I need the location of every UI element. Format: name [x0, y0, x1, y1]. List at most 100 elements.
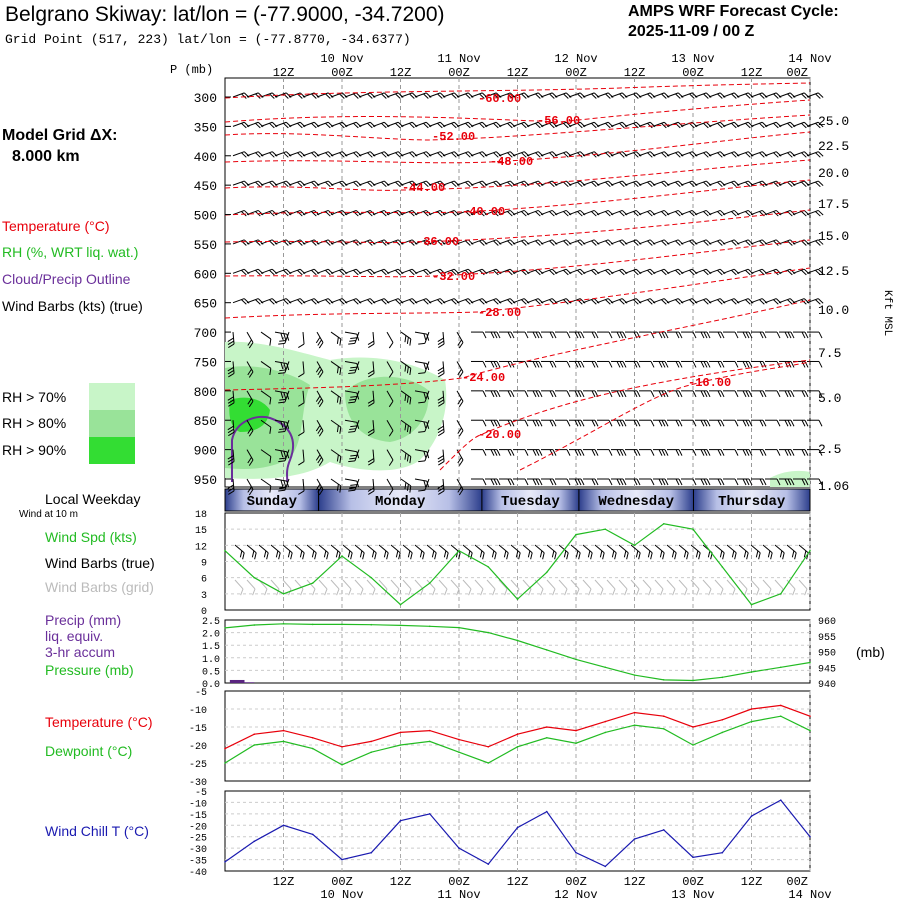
- cross-section-wind-barb: [274, 419, 290, 429]
- wind-barb-feather: [367, 240, 373, 246]
- wind-barb-feather: [264, 588, 268, 596]
- wind-barb-feather: [703, 331, 708, 339]
- surface-wind-barb-true: [294, 544, 305, 560]
- wind-barb-feather: [675, 269, 681, 276]
- dewpoint-point: [516, 746, 519, 748]
- wind-barb-staff: [568, 239, 581, 245]
- wind-barb-feather: [432, 588, 436, 596]
- wind-barb-feather: [742, 420, 747, 427]
- wind-barb-feather: [817, 121, 824, 128]
- wind-speed-tick-label: 9: [201, 559, 207, 570]
- wind-barb-staff: [344, 92, 357, 98]
- wind-barb-feather: [423, 299, 429, 305]
- wind-barb-feather: [563, 93, 569, 99]
- wind-barb-staff: [330, 478, 342, 487]
- wind-barb-feather: [633, 152, 639, 158]
- wind-barb-staff: [792, 180, 805, 186]
- wind-barb-staff: [624, 209, 637, 216]
- wind-barb-feather: [594, 478, 599, 486]
- wind-barb-staff: [750, 209, 763, 216]
- wind-barb-feather: [773, 299, 779, 305]
- wind-barb-feather: [801, 299, 807, 305]
- label-precip: Precip (mm): [45, 612, 122, 628]
- wind-barb-feather: [622, 478, 627, 486]
- wind-barb-feather: [549, 93, 555, 99]
- wind-barb-feather: [490, 449, 495, 456]
- pressure-point: [487, 631, 490, 634]
- pressure-point: [458, 626, 460, 629]
- label-pressure: Pressure (mb): [45, 662, 134, 678]
- wind-barb-feather: [279, 486, 286, 489]
- wind-barb-staff: [678, 579, 688, 590]
- wind-barb-feather: [240, 588, 244, 596]
- wind-barb-feather: [269, 485, 272, 493]
- temperature-point: [750, 708, 753, 710]
- wind-barb-staff: [470, 209, 483, 216]
- wind-barb-staff: [680, 268, 693, 274]
- height-tick-label: 10.0: [818, 303, 849, 318]
- wind-barb-staff: [284, 331, 290, 344]
- wind-barb-feather: [686, 552, 689, 560]
- wind-barb-feather: [283, 421, 287, 429]
- cross-section-wind-barb: [681, 331, 697, 339]
- top-hour-label: 00Z: [682, 66, 704, 80]
- cross-section-wind-barb: [527, 360, 543, 368]
- wind-barb-feather: [510, 390, 515, 398]
- wind-barb-staff: [778, 121, 791, 127]
- wind-barb-staff: [666, 544, 677, 554]
- wind-barb-feather: [535, 240, 541, 246]
- wind-barb-feather: [773, 181, 779, 188]
- cross-section-wind-barb: [806, 151, 824, 158]
- cross-section-wind-barb: [456, 449, 464, 466]
- wind-barb-feather: [496, 390, 501, 398]
- wind-barb-feather: [647, 550, 651, 558]
- wind-barb-staff: [522, 544, 533, 554]
- wind-barb-staff: [666, 268, 679, 274]
- cross-section-wind-barb: [456, 361, 464, 378]
- cross-section-wind-barb: [709, 478, 725, 486]
- wind-barb-feather: [339, 397, 342, 405]
- page-title: Belgrano Skiway: lat/lon = (-77.9000, -3…: [5, 3, 445, 26]
- wind-chill-point: [545, 810, 548, 813]
- cross-section-wind-barb: [667, 449, 683, 456]
- wind-barb-feather: [605, 269, 611, 276]
- wind-barb-feather: [269, 211, 275, 217]
- wind-barb-staff: [330, 151, 343, 157]
- label-pressure-units: (mb): [856, 644, 885, 660]
- wind-barb-staff: [568, 209, 581, 216]
- wind-barb-feather: [409, 397, 412, 405]
- bottom-date-label: 13 Nov: [671, 888, 714, 900]
- wind-barb-feather: [311, 93, 317, 99]
- surface-wind-barb-true: [546, 544, 557, 560]
- wind-barb-feather: [311, 211, 317, 217]
- wind-barb-feather: [580, 478, 585, 486]
- wind-barb-staff: [246, 544, 257, 554]
- wind-barb-feather: [577, 449, 582, 456]
- wind-barb-feather: [605, 181, 611, 188]
- wind-barb-feather: [278, 431, 285, 433]
- wind-barb-feather: [633, 181, 639, 188]
- wind-barb-staff: [540, 298, 553, 304]
- wind-barb-feather: [510, 331, 515, 339]
- wind-barb-feather: [535, 181, 541, 188]
- cross-section-wind-barb: [723, 478, 739, 486]
- surface-wind-barb-grid: [246, 579, 256, 596]
- wind-barb-staff: [722, 121, 735, 127]
- wind-barb-feather: [275, 550, 279, 558]
- wind-barb-staff: [708, 268, 721, 274]
- cross-section-wind-barb: [260, 331, 272, 346]
- height-tick-label: 20.0: [818, 166, 849, 181]
- wind-barb-feather: [326, 552, 329, 560]
- wind-barb-staff: [232, 151, 245, 157]
- wind-barb-staff: [274, 151, 287, 157]
- wind-barb-feather: [315, 395, 321, 402]
- wind-barb-staff: [638, 180, 651, 186]
- bottom-hour-label: 00Z: [565, 875, 587, 889]
- dewpoint-point: [399, 744, 402, 746]
- wind-barb-feather: [506, 552, 509, 560]
- wind-barb-feather: [700, 331, 705, 339]
- wind-barb-feather: [339, 122, 345, 129]
- wind-barb-feather: [437, 399, 445, 404]
- cross-section-wind-barb: [400, 478, 412, 493]
- wind-barb-feather: [248, 430, 254, 437]
